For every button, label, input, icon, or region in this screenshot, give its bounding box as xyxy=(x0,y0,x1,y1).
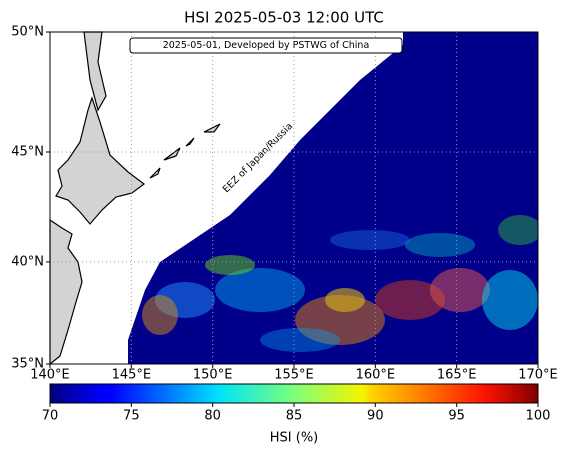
y-tick-label: 35°N xyxy=(11,357,44,372)
annotation: 2025-05-01, Developed by PSTWG of China xyxy=(163,40,370,51)
y-tick-label: 40°N xyxy=(11,254,44,269)
eez-mask xyxy=(50,32,403,364)
annotation-box xyxy=(129,37,403,54)
y-tick-label: 45°N xyxy=(11,144,44,159)
colorbar xyxy=(49,383,539,404)
x-tick-label: 145°E xyxy=(112,368,152,383)
colorbar-label: HSI (%) xyxy=(270,431,319,446)
colorbar-tick-label: 90 xyxy=(367,409,384,424)
x-tick-label: 170°E xyxy=(518,368,558,383)
chart-title: HSI 2025-05-03 12:00 UTC xyxy=(184,9,384,27)
x-tick-label: 150°E xyxy=(193,368,233,383)
y-tick-label: 50°N xyxy=(11,25,44,40)
hsi-field xyxy=(142,215,538,352)
x-tick-label: 165°E xyxy=(437,368,477,383)
x-tick-label: 140°E xyxy=(30,368,70,383)
x-tick-label: 160°E xyxy=(356,368,396,383)
colorbar-tick-label: 85 xyxy=(286,409,303,424)
colorbar-tick-label: 95 xyxy=(448,409,465,424)
colorbar-tick-label: 70 xyxy=(42,409,59,424)
land xyxy=(49,31,221,366)
colorbar-tick-label: 75 xyxy=(123,409,140,424)
colorbar-tick-label: 100 xyxy=(526,409,551,424)
x-tick-label: 155°E xyxy=(274,368,314,383)
colorbar-tick-label: 80 xyxy=(204,409,221,424)
